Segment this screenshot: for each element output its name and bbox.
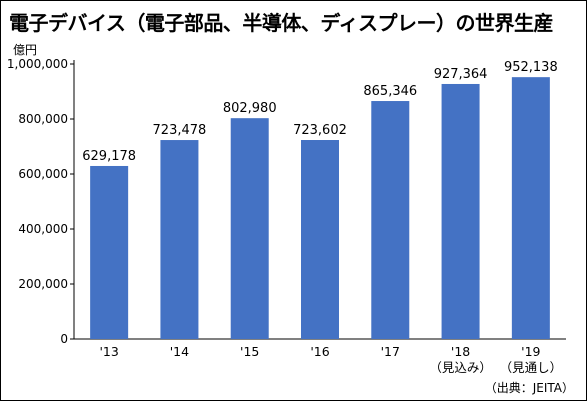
y-tick-label: 600,000 <box>18 167 68 181</box>
data-label: 865,346 <box>363 84 417 99</box>
source-note: （出典：JEITA） <box>484 381 574 395</box>
data-label: 723,602 <box>293 123 347 138</box>
y-tick-label: 0 <box>60 332 68 346</box>
x-tick-label: '15 <box>240 344 259 359</box>
bar <box>301 140 339 339</box>
y-tick-label: 800,000 <box>18 112 68 126</box>
x-tick-label: '13 <box>99 344 118 359</box>
data-label: 952,138 <box>504 60 558 75</box>
y-tick-label: 400,000 <box>18 222 68 236</box>
bar <box>371 101 410 339</box>
y-unit-label: 億円 <box>13 43 38 57</box>
data-label: 927,364 <box>434 67 488 82</box>
y-tick-label: 1,000,000 <box>7 57 68 71</box>
y-tick-label: 200,000 <box>18 277 68 291</box>
x-tick-label: '17 <box>381 344 400 359</box>
bar <box>511 77 550 339</box>
data-label: 723,478 <box>153 123 207 138</box>
x-tick-note: （見通し） <box>500 360 563 375</box>
bar <box>160 140 199 339</box>
bar <box>441 83 480 339</box>
bar <box>90 165 129 339</box>
chart-title: 電子デバイス（電子部品、半導体、ディスプレー）の世界生産 <box>9 11 554 35</box>
x-tick-label: '18 <box>451 344 470 359</box>
data-label: 629,178 <box>82 149 136 164</box>
x-tick-label: '19 <box>521 344 540 359</box>
x-tick-note: （見込み） <box>429 360 492 375</box>
data-label: 802,980 <box>223 101 277 116</box>
x-tick-label: '14 <box>170 344 189 359</box>
bar <box>230 118 269 339</box>
x-tick-label: '16 <box>310 344 329 359</box>
